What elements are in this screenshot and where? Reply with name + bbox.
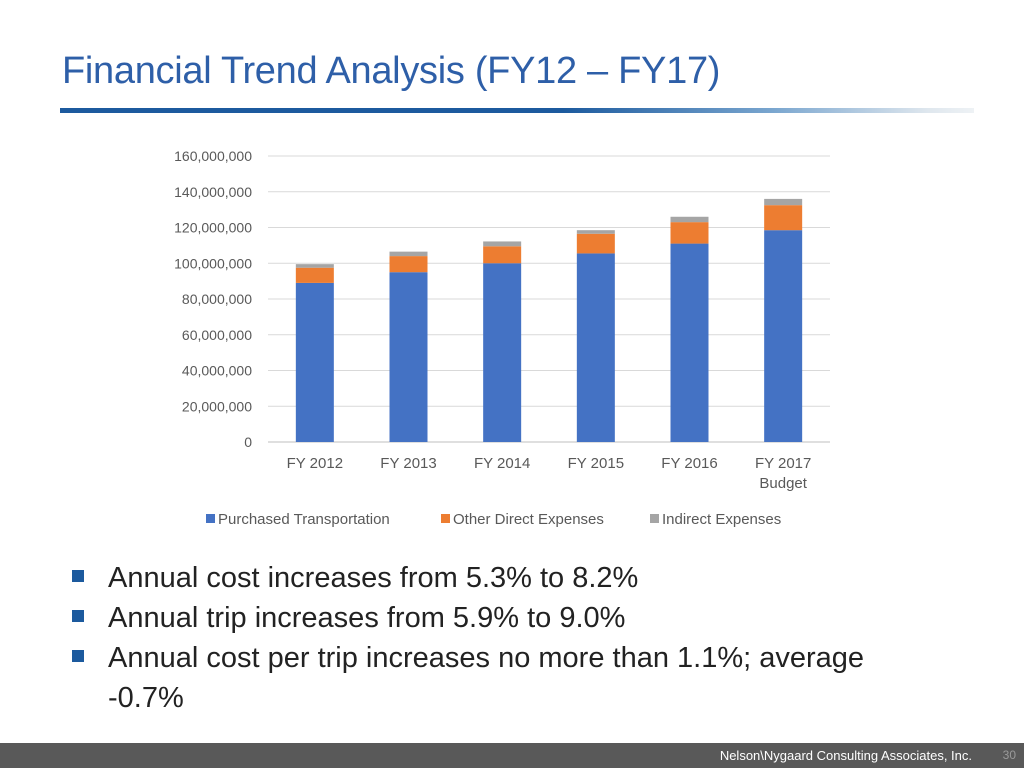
y-axis-tick-labels: 0 20,000,000 40,000,000 60,000,000 80,000,00…: [174, 148, 252, 450]
bar-segment: [670, 222, 709, 244]
x-tick-label: FY 2014: [474, 455, 530, 472]
legend-swatch: [206, 514, 215, 523]
footer-bar: Nelson\Nygaard Consulting Associates, In…: [0, 743, 1024, 768]
x-tick-label: FY 2012: [287, 455, 343, 472]
y-tick-label: 120,000,000: [174, 220, 252, 236]
legend-swatch: [650, 514, 659, 523]
y-tick-label: 40,000,000: [182, 363, 252, 379]
bar-segment: [764, 230, 803, 442]
x-tick-label: FY 2016: [661, 455, 717, 472]
bar-segment: [389, 251, 428, 257]
bar-segment: [483, 241, 522, 247]
bar-segment: [764, 205, 803, 231]
x-tick-label: Budget: [759, 475, 807, 492]
bar-segment: [670, 216, 709, 223]
bar-segment: [764, 198, 803, 206]
bullet-text: Annual cost per trip increases no more t…: [108, 642, 865, 714]
bar-segment: [295, 282, 334, 442]
bar-segment: [295, 267, 334, 283]
bars: [295, 198, 803, 442]
y-tick-label: 80,000,000: [182, 291, 252, 307]
gridlines: [268, 155, 830, 443]
bar-segment: [295, 264, 334, 268]
bullet-text: Annual trip increases from 5.9% to 9.0%: [108, 602, 626, 634]
slide-title: Financial Trend Analysis (FY12 – FY17): [62, 50, 721, 92]
legend-label: Other Direct Expenses: [453, 511, 604, 528]
stacked-bar-chart: 0 20,000,000 40,000,000 60,000,000 80,000,00…: [174, 148, 830, 528]
bar-segment: [389, 256, 428, 273]
square-bullet-icon: [72, 610, 84, 622]
legend-swatch: [441, 514, 450, 523]
page-number: 30: [1002, 748, 1016, 762]
bullet-item: Annual trip increases from 5.9% to 9.0%: [72, 598, 892, 638]
bullet-list: Annual cost increases from 5.3% to 8.2% …: [72, 558, 892, 718]
chart-canvas: 0 20,000,000 40,000,000 60,000,000 80,000,00…: [174, 148, 830, 528]
x-tick-label: FY 2013: [380, 455, 436, 472]
square-bullet-icon: [72, 570, 84, 582]
y-tick-label: 0: [244, 434, 252, 450]
legend-label: Indirect Expenses: [662, 511, 781, 528]
bar-segment: [576, 230, 615, 234]
y-tick-label: 160,000,000: [174, 148, 252, 164]
bullet-item: Annual cost increases from 5.3% to 8.2%: [72, 558, 892, 598]
legend-label: Purchased Transportation: [218, 511, 390, 528]
y-tick-label: 20,000,000: [182, 398, 252, 414]
bar-segment: [576, 233, 615, 254]
bullet-text: Annual cost increases from 5.3% to 8.2%: [108, 562, 639, 594]
square-bullet-icon: [72, 650, 84, 662]
y-tick-label: 140,000,000: [174, 184, 252, 200]
x-tick-label: FY 2017: [755, 455, 811, 472]
bar-segment: [389, 272, 428, 442]
x-axis-tick-labels: FY 2012 FY 2013 FY 2014 FY 2015 FY 2016 FY 20…: [287, 455, 812, 492]
footer-company-name: Nelson\Nygaard Consulting Associates, In…: [719, 748, 972, 763]
bar-segment: [483, 263, 522, 442]
bar-segment: [483, 246, 522, 264]
x-tick-label: FY 2015: [568, 455, 624, 472]
bar-segment: [670, 243, 709, 442]
y-tick-label: 100,000,000: [174, 255, 252, 271]
title-divider: [60, 108, 974, 113]
chart-legend: Purchased Transportation Other Direct Exp…: [206, 511, 781, 528]
bar-segment: [576, 253, 615, 442]
y-tick-label: 60,000,000: [182, 327, 252, 343]
bullet-item: Annual cost per trip increases no more t…: [72, 638, 892, 718]
